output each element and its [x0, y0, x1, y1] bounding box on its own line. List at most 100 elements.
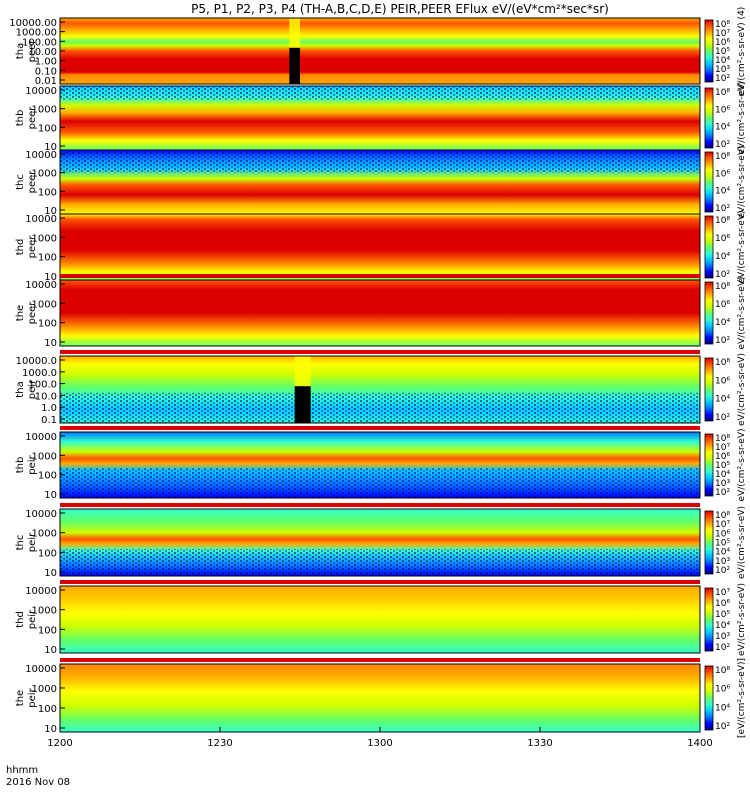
panel-the-peer-colorbar [704, 281, 714, 345]
panel-tha-peir-colorbar-tick: 10⁶ [715, 376, 730, 386]
panel-tha-peer-data-gap-top [289, 18, 300, 48]
panel-thc-peer: 10000 1000 100 10 thc peer 10⁸ 10⁶ 10⁴ 10² eV/(cm²… [15, 145, 747, 218]
panel-tha-peer-ylabel-probe: tha [15, 43, 26, 59]
panel-thd-peir-colorbar-tick: 10⁶ [715, 599, 730, 609]
panel-thb-peir-ylabel-probe: thb [15, 457, 26, 474]
panel-thb-peer-ytick-label: 100 [38, 123, 57, 134]
panel-thd-peir-colorbar-tick: 10⁷ [715, 588, 730, 598]
panel-thb-peer-ytick-label: 10 [44, 142, 57, 153]
panel-thc-peir-ytick-label: 100 [38, 548, 57, 559]
panel-thb-peer: 10000 1000 100 10 thb peer 10⁸ 10⁶ 10⁴ 10² eV/(cm²… [15, 81, 747, 154]
panel-the-peir-colorbar [704, 665, 714, 731]
panel-tha-peer-ytick-label: 10000.00 [9, 18, 57, 29]
panel-tha-peir-colorbar-tick: 10⁸ [715, 358, 730, 368]
panel-tha-peer-heatmap [60, 18, 700, 84]
panel-the-peer-heatmap [60, 280, 700, 346]
panel-thc-peir-colorbar-label: eV/(cm²-s-sr-eV) [737, 506, 747, 579]
panel-thc-peir-colorbar-tick: 10⁷ [715, 520, 730, 530]
panel-the-peir-ytick-label: 1000 [32, 684, 57, 695]
panel-thc-peir-ylabel-product: peir [27, 532, 38, 552]
panel-thc-peer-ytick-label: 10000 [25, 150, 57, 161]
panel-thd-peir-ytick-label: 10000 [25, 586, 57, 597]
panel-thb-peer-ylabel-product: peer [27, 106, 38, 130]
panel-thb-peer-ytick-label: 1000 [32, 105, 57, 116]
panel-thc-peir-ytick-label: 10 [44, 568, 57, 579]
panel-the-peir-colorbar-tick: 10⁸ [715, 666, 730, 676]
panel-thb-peer-noise [60, 86, 700, 101]
panel-thd-peir-ytick-label: 10 [44, 645, 57, 656]
panel-the-peir-ytick-label: 10 [44, 724, 57, 735]
panel-the-peer-ytick-label: 10000 [25, 280, 57, 291]
panel-tha-peer-ytick-label: 0.01 [35, 76, 57, 87]
panel-thd-peer-ytick-label: 10 [44, 272, 57, 283]
panel-thb-peer-colorbar-tick: 10⁸ [715, 88, 730, 98]
x-tick-label: 1400 [687, 738, 712, 749]
panel-thc-peer-ytick-label: 10 [44, 206, 57, 217]
panel-thc-peir-colorbar-tick: 10⁸ [715, 511, 730, 521]
panel-thb-peir-status-bar [60, 426, 700, 430]
panel-thc-peir-status-bar [60, 503, 700, 507]
x-tick-label: 1330 [527, 738, 552, 749]
x-axis: 1200 1230 1300 1330 1400 [47, 727, 713, 749]
panel-thd-peir-ylabel-probe: thd [15, 611, 26, 628]
panel-thc-peer-ylabel-probe: thc [15, 174, 26, 190]
panel-tha-peer-colorbar-tick: 10⁶ [715, 38, 730, 48]
panel-thd-peer: 10000 1000 100 10 thd peer 10⁸ 10⁶ 10⁴ 10² eV/(cm²… [15, 210, 747, 283]
panel-thd-peer-ylabel-probe: thd [15, 239, 26, 256]
panel-tha-peir-status-bar [60, 350, 700, 354]
panel-thd-peer-ytick-label: 100 [38, 253, 57, 264]
panel-thd-peir-colorbar-tick: 10⁵ [715, 610, 730, 620]
panel-thb-peir-ytick-label: 1000 [32, 451, 57, 462]
panel-tha-peir-colorbar-label: eV/(cm²-s-sr-eV) [737, 353, 747, 426]
panel-tha-peer-data-gap [289, 47, 300, 84]
x-tick-label: 1300 [367, 738, 392, 749]
panel-the-peer-colorbar-tick: 10⁴ [715, 318, 730, 328]
panel-tha-peer-colorbar-label: eV/(cm²-s-sr-eV) (4) [737, 7, 747, 96]
panel-tha-peer-ytick-label: 0.10 [35, 66, 57, 77]
panel-thd-peer-ytick-label: 1000 [32, 233, 57, 244]
panel-thd-peer-colorbar-label: eV/(cm²-s-sr-eV) [737, 210, 747, 283]
panel-thc-peir: 10000 1000 100 10 thc peir 10⁸10⁷10⁶10⁵10⁴10³1… [15, 503, 747, 579]
panel-the-peir-ytick-label: 100 [38, 704, 57, 715]
panel-thd-peir-frame [59, 585, 701, 654]
panel-thb-peer-ytick-label: 10000 [25, 86, 57, 97]
panel-tha-peir-colorbar-tick: 10⁴ [715, 395, 730, 405]
panel-thb-peir-colorbar-tick: 10⁷ [715, 443, 730, 453]
panel-tha-peir-ytick-label: 1.0 [41, 403, 57, 414]
panel-the-peir-colorbar-tick: 10⁴ [715, 703, 730, 713]
panel-thb-peer-colorbar-tick: 10⁶ [715, 105, 730, 115]
panel-thb-peir-ytick-label: 10000 [25, 432, 57, 443]
panel-thb-peer-colorbar-tick: 10⁴ [715, 123, 730, 133]
panel-thd-peir-colorbar-tick: 10³ [715, 632, 730, 642]
panel-the-peir-ylabel-probe: the [15, 690, 26, 706]
panel-thb-peir-colorbar-tick: 10³ [715, 479, 730, 489]
panel-tha-peir-ytick-label: 10.0 [35, 391, 57, 402]
panel-thc-peer-colorbar-tick: 10⁶ [715, 169, 730, 179]
panel-thd-peir-ylabel-product: peir [27, 609, 38, 629]
panel-thc-peir-ytick-label: 10000 [25, 509, 57, 520]
panel-thc-peer-colorbar [704, 151, 714, 213]
panel-thc-peer-noise [60, 150, 700, 173]
panel-thc-peir-colorbar-tick: 10⁴ [715, 548, 730, 558]
panel-thb-peir-colorbar-tick: 10² [715, 488, 730, 498]
panel-thb-peir-colorbar-tick: 10⁸ [715, 434, 730, 444]
x-tick-label: 1200 [47, 738, 72, 749]
x-footer-date: 2016 Nov 08 [6, 777, 70, 788]
panel-thd-peir-colorbar [704, 587, 714, 652]
panel-tha-peir-data-gap [294, 386, 311, 423]
x-footer-label: hhmm [6, 765, 38, 776]
panel-thb-peir-noise [60, 468, 700, 498]
panel-tha-peir-ytick-label: 100.0 [28, 380, 57, 391]
panel-thd-peir-colorbar-tick: 10⁴ [715, 621, 730, 631]
panel-thd-peir-colorbar-label: eV/(cm²-s-sr-eV) [737, 583, 747, 656]
panel-the-peer-frame [59, 279, 701, 347]
panel-thd-peer-colorbar-tick: 10⁶ [715, 234, 730, 244]
panel-tha-peir-ylabel-product: peir [27, 379, 38, 399]
panel-the-peer: 10000 1000 100 10 the peer 10⁸ 10⁶ 10⁴ 10² eV/(cm²… [15, 274, 747, 350]
panel-thc-peer-ytick-label: 1000 [32, 169, 57, 180]
panel-thc-peer-colorbar-tick: 10⁸ [715, 152, 730, 162]
panel-thb-peir-ylabel-product: peir [27, 454, 38, 474]
panel-thc-peir-colorbar-tick: 10⁵ [715, 539, 730, 549]
